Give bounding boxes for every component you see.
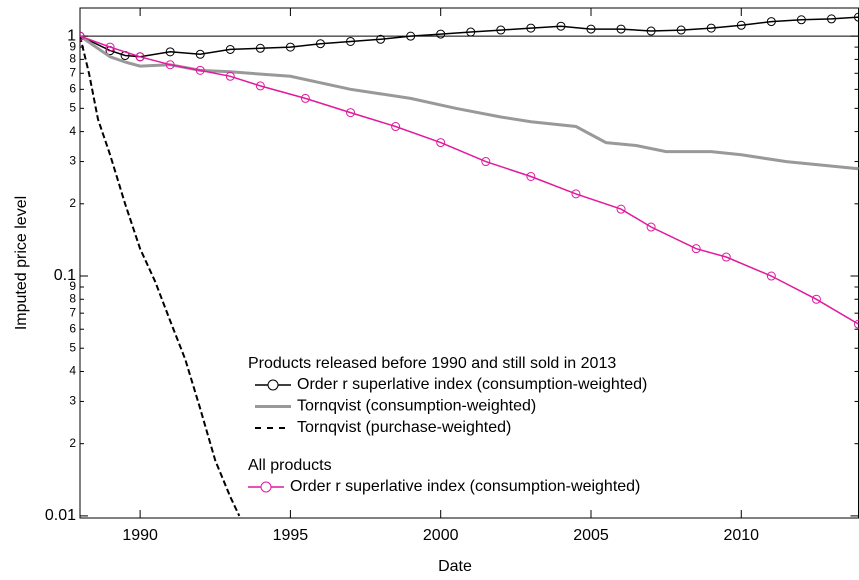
y-tick-label: 7: [69, 305, 76, 319]
legend-label: Order r superlative index (consumption-w…: [297, 376, 647, 393]
series-marker: [466, 27, 476, 37]
series-marker: [766, 271, 776, 281]
y-tick-label: 5: [69, 340, 76, 354]
series-marker: [285, 42, 295, 52]
series-marker: [80, 31, 85, 41]
series-marker: [616, 24, 626, 34]
y-tick-label: 9: [69, 39, 76, 53]
series-marker: [255, 43, 265, 53]
y-tick-label: 1: [67, 27, 76, 44]
y-tick-label: 3: [69, 154, 76, 168]
series-marker: [195, 49, 205, 59]
legend-label: Tornqvist (consumption-weighted): [297, 398, 536, 415]
series-marker: [376, 34, 386, 44]
legend-title: Products released before 1990 and still …: [248, 355, 616, 372]
series-marker: [496, 25, 506, 35]
series-marker: [526, 171, 536, 181]
series-marker: [315, 39, 325, 49]
y-tick-label: 2: [69, 436, 76, 450]
series-marker: [346, 108, 356, 118]
series-marker: [556, 21, 566, 31]
y-tick-label: 8: [69, 291, 76, 305]
x-axis-label: Date: [438, 558, 472, 575]
series-marker: [391, 122, 401, 132]
series-marker: [526, 23, 536, 33]
y-tick-label: 6: [69, 321, 76, 335]
series-marker: [165, 47, 175, 57]
series-marker: [706, 23, 716, 33]
series-marker: [406, 31, 416, 41]
series-marker: [225, 44, 235, 54]
series-marker: [811, 294, 821, 304]
series-marker: [721, 252, 731, 262]
series-marker: [691, 244, 701, 254]
series-marker: [586, 24, 596, 34]
series-line: [80, 35, 241, 517]
series-marker: [796, 15, 806, 25]
y-axis-label: Imputed price level: [13, 196, 30, 330]
legend-label: Order r superlative index (consumption-w…: [290, 478, 640, 495]
y-tick-label: 0.01: [45, 507, 76, 524]
y-tick-label: 9: [69, 279, 76, 293]
y-tick-label: 5: [69, 101, 76, 115]
series-marker: [255, 81, 265, 91]
series-marker: [646, 26, 656, 36]
y-tick-label: 4: [69, 364, 76, 378]
x-tick-label: 1990: [122, 527, 158, 544]
y-tick-label: 2: [69, 196, 76, 210]
y-tick-label: 8: [69, 52, 76, 66]
x-tick-label: 1995: [273, 527, 309, 544]
series-marker: [225, 71, 235, 81]
x-tick-label: 2000: [423, 527, 459, 544]
series-marker: [436, 29, 446, 39]
series-line: [80, 16, 859, 58]
series-marker: [826, 14, 836, 24]
series-marker: [436, 138, 446, 148]
series-marker: [135, 52, 145, 62]
series-line: [80, 34, 859, 171]
legend-label: Tornqvist (purchase-weighted): [297, 419, 511, 436]
plot-area: [80, 12, 859, 517]
x-tick-label: 2005: [573, 527, 609, 544]
y-tick-label: 4: [69, 124, 76, 138]
series-marker: [646, 222, 656, 232]
series-marker: [571, 189, 581, 199]
series-marker: [346, 36, 356, 46]
legend-bg: [244, 454, 724, 498]
series-marker: [736, 20, 746, 30]
series-marker: [300, 93, 310, 103]
series-marker: [165, 60, 175, 70]
series-marker: [105, 42, 115, 52]
y-tick-label: 0.1: [54, 267, 76, 284]
y-tick-label: 7: [69, 65, 76, 79]
x-tick-label: 2010: [723, 527, 759, 544]
series-marker: [195, 65, 205, 75]
legend-marker: [267, 379, 279, 391]
legend-title: All products: [248, 457, 332, 474]
series-marker: [481, 157, 491, 167]
legend-marker: [260, 481, 272, 493]
series-line: [80, 35, 859, 325]
y-tick-label: 6: [69, 82, 76, 96]
series-marker: [676, 25, 686, 35]
legend-bg: [244, 352, 724, 438]
series-marker: [766, 17, 776, 27]
y-tick-label: 3: [69, 394, 76, 408]
series-marker: [616, 204, 626, 214]
